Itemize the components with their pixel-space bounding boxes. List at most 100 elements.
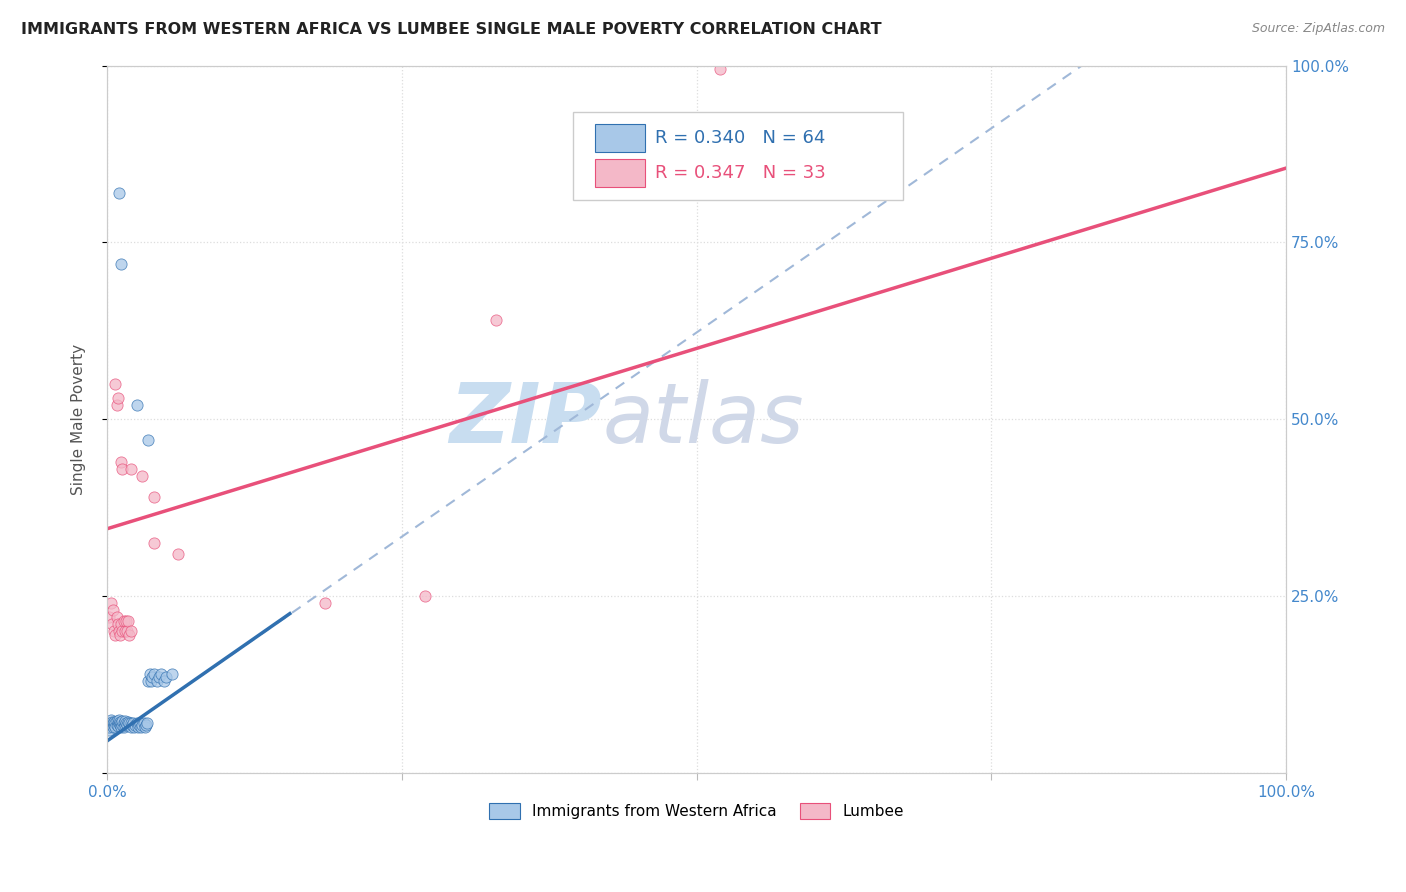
FancyBboxPatch shape bbox=[572, 112, 903, 200]
Point bbox=[103, 624, 125, 639]
Point bbox=[117, 714, 139, 729]
Point bbox=[103, 717, 125, 731]
Point bbox=[143, 536, 166, 550]
Point bbox=[121, 717, 143, 731]
Point bbox=[115, 717, 138, 731]
Point bbox=[136, 716, 159, 731]
Point bbox=[98, 723, 121, 738]
Text: IMMIGRANTS FROM WESTERN AFRICA VS LUMBEE SINGLE MALE POVERTY CORRELATION CHART: IMMIGRANTS FROM WESTERN AFRICA VS LUMBEE… bbox=[21, 22, 882, 37]
Point bbox=[120, 716, 142, 731]
Text: ZIP: ZIP bbox=[450, 379, 602, 459]
Point bbox=[101, 720, 124, 734]
Point bbox=[124, 717, 146, 731]
Point bbox=[107, 617, 129, 632]
Point bbox=[104, 720, 127, 734]
Point bbox=[118, 716, 141, 731]
Point bbox=[101, 716, 124, 731]
Point bbox=[150, 666, 173, 681]
Point bbox=[112, 614, 135, 628]
Point bbox=[166, 547, 188, 561]
Point bbox=[127, 720, 149, 734]
Point bbox=[111, 461, 134, 475]
Point bbox=[104, 376, 127, 391]
Point bbox=[108, 717, 131, 731]
Point bbox=[110, 720, 132, 734]
Point bbox=[131, 468, 153, 483]
Point bbox=[110, 257, 132, 271]
Point bbox=[114, 624, 136, 639]
Point bbox=[108, 186, 131, 200]
FancyBboxPatch shape bbox=[595, 159, 644, 187]
Point bbox=[139, 673, 162, 688]
Point bbox=[97, 716, 120, 731]
Point bbox=[415, 589, 437, 603]
Point bbox=[105, 610, 128, 624]
Point bbox=[709, 62, 731, 77]
Point bbox=[114, 714, 136, 728]
Point bbox=[115, 614, 138, 628]
Point bbox=[117, 614, 139, 628]
Point bbox=[138, 434, 160, 448]
Point bbox=[138, 666, 160, 681]
Point bbox=[115, 624, 138, 639]
Point bbox=[101, 603, 124, 617]
Point bbox=[122, 720, 145, 734]
Point bbox=[105, 714, 128, 728]
Point bbox=[120, 624, 142, 639]
Point bbox=[314, 596, 336, 610]
Point bbox=[104, 628, 127, 642]
Legend: Immigrants from Western Africa, Lumbee: Immigrants from Western Africa, Lumbee bbox=[484, 797, 910, 825]
Point bbox=[110, 454, 132, 468]
Point bbox=[111, 624, 134, 639]
Point bbox=[152, 673, 174, 688]
Point bbox=[114, 717, 136, 731]
Point bbox=[104, 716, 127, 731]
Point bbox=[105, 398, 128, 412]
Point bbox=[145, 673, 167, 688]
Point bbox=[100, 713, 122, 727]
Point bbox=[101, 717, 124, 731]
Point bbox=[132, 716, 155, 731]
Text: Source: ZipAtlas.com: Source: ZipAtlas.com bbox=[1251, 22, 1385, 36]
Point bbox=[108, 714, 131, 729]
Point bbox=[107, 716, 129, 731]
Point bbox=[129, 716, 152, 731]
Point bbox=[108, 628, 131, 642]
Point bbox=[160, 666, 183, 681]
Point bbox=[111, 717, 134, 731]
Text: atlas: atlas bbox=[602, 379, 804, 459]
Point bbox=[111, 714, 134, 728]
Point bbox=[101, 714, 124, 729]
Point bbox=[148, 670, 170, 684]
Point bbox=[98, 720, 121, 734]
Point bbox=[101, 617, 124, 632]
Point bbox=[98, 610, 121, 624]
Point bbox=[108, 713, 131, 727]
Point bbox=[122, 716, 145, 731]
Point bbox=[110, 617, 132, 632]
Point bbox=[107, 719, 129, 733]
Text: R = 0.347   N = 33: R = 0.347 N = 33 bbox=[655, 164, 825, 182]
Point bbox=[112, 720, 135, 734]
Point bbox=[138, 673, 160, 688]
Point bbox=[129, 720, 152, 734]
Point bbox=[100, 716, 122, 731]
Point bbox=[131, 717, 153, 731]
Y-axis label: Single Male Poverty: Single Male Poverty bbox=[72, 343, 86, 495]
Point bbox=[108, 624, 131, 639]
Point bbox=[100, 596, 122, 610]
Point bbox=[125, 398, 148, 412]
Text: R = 0.340   N = 64: R = 0.340 N = 64 bbox=[655, 128, 825, 146]
Point bbox=[115, 716, 138, 731]
Point bbox=[128, 717, 150, 731]
Point bbox=[125, 716, 148, 731]
Point bbox=[120, 461, 142, 475]
Point bbox=[108, 716, 131, 731]
Point bbox=[110, 716, 132, 731]
Point bbox=[143, 490, 166, 504]
Point bbox=[143, 666, 166, 681]
Point bbox=[135, 717, 157, 731]
Point bbox=[485, 313, 508, 327]
Point bbox=[134, 720, 156, 734]
Point bbox=[118, 628, 141, 642]
